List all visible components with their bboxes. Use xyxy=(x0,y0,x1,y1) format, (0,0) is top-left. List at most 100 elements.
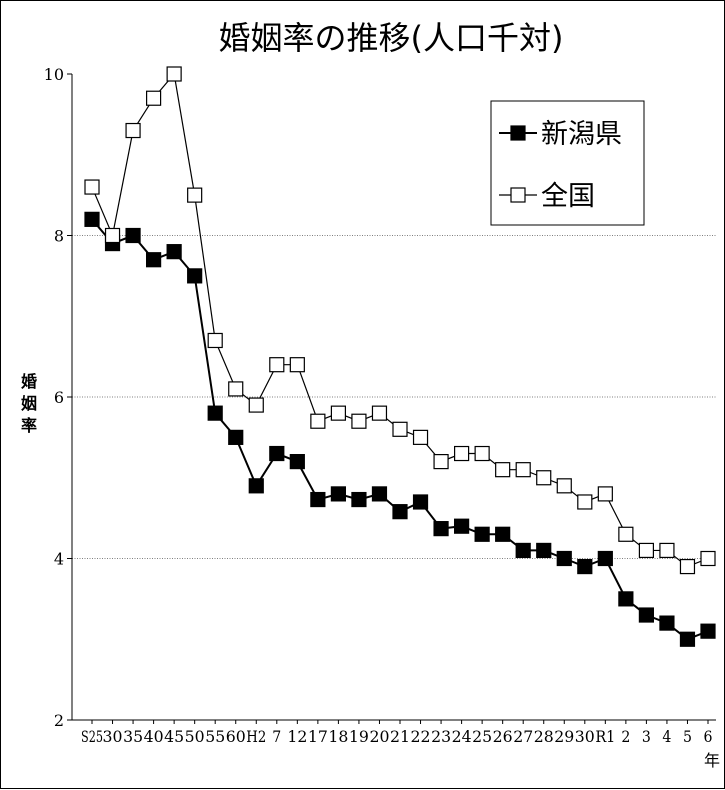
data-point xyxy=(679,631,696,647)
x-tick-label: 27 xyxy=(513,727,533,746)
x-tick-label: 40 xyxy=(144,727,164,746)
y-tick-labels: 2 4 6 8 10 xyxy=(44,65,64,730)
x-tick-label: 22 xyxy=(411,727,431,746)
x-tick-label: S25 xyxy=(81,727,103,746)
data-point xyxy=(618,526,634,542)
x-tick-label: 20 xyxy=(369,727,389,746)
data-point xyxy=(474,445,490,462)
data-point xyxy=(412,494,429,510)
data-point xyxy=(556,550,572,567)
data-point xyxy=(289,357,305,373)
data-point xyxy=(166,66,182,82)
data-point xyxy=(474,526,490,542)
x-tick-label: 28 xyxy=(534,727,554,746)
data-point xyxy=(289,454,305,470)
data-point xyxy=(84,211,100,227)
x-tick-label: 55 xyxy=(205,727,225,746)
data-point xyxy=(577,558,593,575)
data-point xyxy=(700,550,716,567)
data-point xyxy=(556,478,572,494)
data-point xyxy=(495,462,511,478)
x-unit-label: 年 xyxy=(704,751,720,770)
x-tick-label: 18 xyxy=(328,727,348,746)
legend-box xyxy=(490,100,645,226)
legend-label: 新潟県 xyxy=(541,119,622,150)
data-point xyxy=(515,542,531,559)
data-point xyxy=(536,470,552,486)
data-point xyxy=(433,521,449,537)
data-point xyxy=(679,558,696,575)
data-point xyxy=(351,491,367,508)
data-point xyxy=(495,526,511,542)
data-point xyxy=(597,550,613,567)
x-tick-label: 21 xyxy=(390,727,410,746)
legend-marker xyxy=(510,125,526,141)
y-tick-label: 8 xyxy=(54,227,64,246)
data-point xyxy=(536,542,552,559)
data-point xyxy=(269,445,285,462)
data-point xyxy=(330,405,346,421)
data-point xyxy=(146,90,162,106)
data-point xyxy=(638,607,655,623)
axes xyxy=(67,73,716,724)
data-point xyxy=(597,486,613,502)
data-point xyxy=(412,429,429,445)
y-axis-label-char: 率 xyxy=(21,416,37,435)
data-point xyxy=(454,518,470,534)
x-tick-label: 29 xyxy=(554,727,574,746)
data-point xyxy=(392,421,408,437)
data-point xyxy=(330,486,346,502)
data-point xyxy=(515,462,531,478)
data-point xyxy=(433,454,449,470)
data-point xyxy=(125,122,141,139)
data-point xyxy=(310,413,326,429)
x-tick-label: 23 xyxy=(431,727,451,746)
data-point xyxy=(269,357,285,373)
data-point xyxy=(638,542,655,559)
data-point xyxy=(659,615,675,631)
x-tick-label: 5 xyxy=(683,727,692,746)
y-tick-label: 6 xyxy=(54,388,64,407)
data-point xyxy=(187,187,203,203)
y-tick-label: 4 xyxy=(54,550,64,569)
data-point xyxy=(228,381,244,397)
series-niigata xyxy=(84,211,716,647)
y-tick-label: 10 xyxy=(44,65,64,84)
x-tick-label: 60 xyxy=(226,727,246,746)
data-point xyxy=(577,494,593,510)
data-point xyxy=(700,623,716,639)
x-tick-label: 4 xyxy=(662,727,671,746)
data-point xyxy=(371,486,388,502)
data-point xyxy=(248,478,264,494)
x-tick-label: 50 xyxy=(185,727,205,746)
x-tick-label: 2 xyxy=(621,727,630,746)
x-tick-label: R1 xyxy=(595,727,615,746)
x-tick-label: 24 xyxy=(452,727,472,746)
x-tick-label: 12 xyxy=(287,727,307,746)
legend-label: 全国 xyxy=(541,181,595,212)
x-tick-label: 45 xyxy=(164,727,184,746)
y-axis-label-char: 姻 xyxy=(21,394,37,413)
legend-marker xyxy=(510,187,526,203)
x-tick-label: 3 xyxy=(642,727,651,746)
x-tick-label: 25 xyxy=(472,727,492,746)
data-point xyxy=(310,491,326,508)
series-national xyxy=(84,66,716,575)
x-tick-label: 35 xyxy=(123,727,143,746)
data-point xyxy=(207,405,223,421)
x-tick-label: 30 xyxy=(103,727,123,746)
x-tick-label: 26 xyxy=(493,727,513,746)
data-point xyxy=(392,504,408,520)
data-point xyxy=(166,244,182,260)
series xyxy=(84,66,716,647)
data-point xyxy=(84,179,100,195)
data-point xyxy=(454,445,470,462)
y-axis-label: 婚姻率 xyxy=(21,372,37,435)
x-tick-label: 17 xyxy=(308,727,328,746)
x-tick-label: 30 xyxy=(575,727,595,746)
data-point xyxy=(248,397,264,413)
data-point xyxy=(371,405,388,421)
data-point xyxy=(228,429,244,445)
